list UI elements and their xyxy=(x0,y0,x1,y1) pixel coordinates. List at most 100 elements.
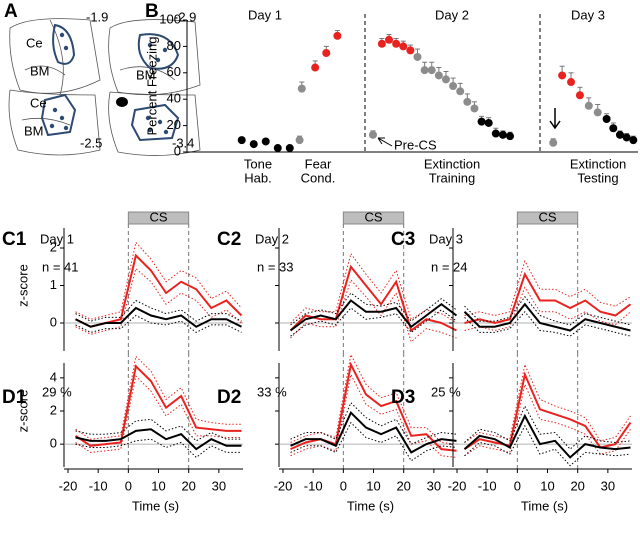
pre-cs-arrow xyxy=(549,108,561,130)
x-tick-label: 30 xyxy=(601,478,615,493)
y-axis-label: z-score xyxy=(15,264,30,307)
x-tick-label: 10 xyxy=(151,478,165,493)
point xyxy=(273,144,282,153)
group-label: Cond. xyxy=(301,170,336,185)
x-tick-label: 20 xyxy=(570,478,584,493)
x-tick-label: 30 xyxy=(427,478,441,493)
y-axis-label: Percent Freezing xyxy=(144,37,159,136)
point xyxy=(441,75,450,84)
y-tick-label: 0 xyxy=(50,436,57,451)
line xyxy=(463,302,631,332)
dot xyxy=(63,45,69,51)
panel-label: C1 xyxy=(2,229,27,250)
point xyxy=(385,35,394,44)
cs-label: CS xyxy=(364,209,382,224)
annotation: 25 % xyxy=(431,384,461,399)
point xyxy=(237,136,246,145)
error-band xyxy=(464,286,631,332)
point xyxy=(449,82,458,90)
x-tick-label: 30 xyxy=(212,478,226,493)
point xyxy=(484,118,493,127)
x-tick-label: -20 xyxy=(274,478,293,493)
point xyxy=(477,117,486,126)
cs-bar xyxy=(516,211,579,225)
line xyxy=(464,271,632,325)
x-tick-label: -20 xyxy=(59,478,78,493)
level-label: -2.5 xyxy=(80,135,102,150)
annotation: 33 % xyxy=(257,384,287,399)
point xyxy=(311,63,320,72)
line xyxy=(289,299,458,332)
group-label: Testing xyxy=(577,170,618,185)
section xyxy=(8,89,101,156)
line xyxy=(290,410,457,454)
error-band xyxy=(75,438,242,459)
error-band xyxy=(290,353,457,445)
region xyxy=(52,23,76,65)
line xyxy=(75,428,242,451)
error-band xyxy=(464,259,631,317)
point xyxy=(392,39,401,48)
error-band xyxy=(75,418,242,442)
y-tick-label: 60 xyxy=(167,64,181,79)
y-tick-label: 20 xyxy=(167,117,181,132)
group-label: Hab. xyxy=(244,170,271,185)
dot xyxy=(155,57,161,63)
point xyxy=(609,124,618,133)
error-band xyxy=(464,295,631,326)
x-tick-label: 0 xyxy=(340,478,347,493)
region-label: BM xyxy=(30,63,50,78)
group-label: Training xyxy=(429,170,475,185)
point xyxy=(498,130,507,139)
line xyxy=(74,364,242,447)
point xyxy=(420,66,429,75)
point xyxy=(558,71,567,80)
point xyxy=(593,108,602,117)
error-band xyxy=(290,401,457,445)
x-tick-label: -20 xyxy=(448,478,467,493)
point xyxy=(377,39,386,48)
point xyxy=(427,66,436,75)
annotation: n = 33 xyxy=(257,259,294,274)
panel-label: D1 xyxy=(2,387,27,408)
dot xyxy=(59,115,65,121)
error-band xyxy=(290,292,457,326)
region-label: Ce xyxy=(26,35,43,50)
panel-label: D2 xyxy=(217,387,241,408)
panel-title: Day 1 xyxy=(40,231,74,246)
level-label: -1.9 xyxy=(86,9,108,24)
dot xyxy=(147,42,153,48)
group-label: Fear xyxy=(305,156,332,171)
group-label: Tone xyxy=(244,156,272,171)
day-label: Day 1 xyxy=(248,7,282,22)
error-band xyxy=(290,307,457,337)
x-tick-label: -10 xyxy=(478,478,497,493)
point xyxy=(333,31,342,40)
section xyxy=(108,91,201,156)
x-tick-label: 20 xyxy=(396,478,410,493)
y-tick-label: 2 xyxy=(50,239,57,254)
region-label: BM xyxy=(136,67,156,82)
point xyxy=(249,140,258,149)
point xyxy=(285,144,294,153)
point xyxy=(297,84,306,93)
error-band xyxy=(464,424,631,467)
point xyxy=(413,52,422,61)
y-tick-label: 0 xyxy=(50,314,57,329)
landmark xyxy=(116,97,128,107)
annotation: n = 41 xyxy=(42,259,79,274)
panel-label: B xyxy=(145,1,159,22)
dot xyxy=(59,32,65,38)
panel-label: C2 xyxy=(217,229,241,250)
y-tick-label: 0 xyxy=(174,143,181,158)
region-label: BM xyxy=(24,123,44,138)
error-band xyxy=(75,314,242,333)
x-tick-label: -10 xyxy=(304,478,323,493)
y-tick-label: 100 xyxy=(159,11,181,26)
level-label: -2.9 xyxy=(174,9,196,24)
cs-bar xyxy=(342,211,405,225)
line xyxy=(289,264,457,333)
point xyxy=(584,101,593,110)
pre-cs-arrow xyxy=(377,137,393,147)
x-axis-label: Time (s) xyxy=(347,498,394,513)
